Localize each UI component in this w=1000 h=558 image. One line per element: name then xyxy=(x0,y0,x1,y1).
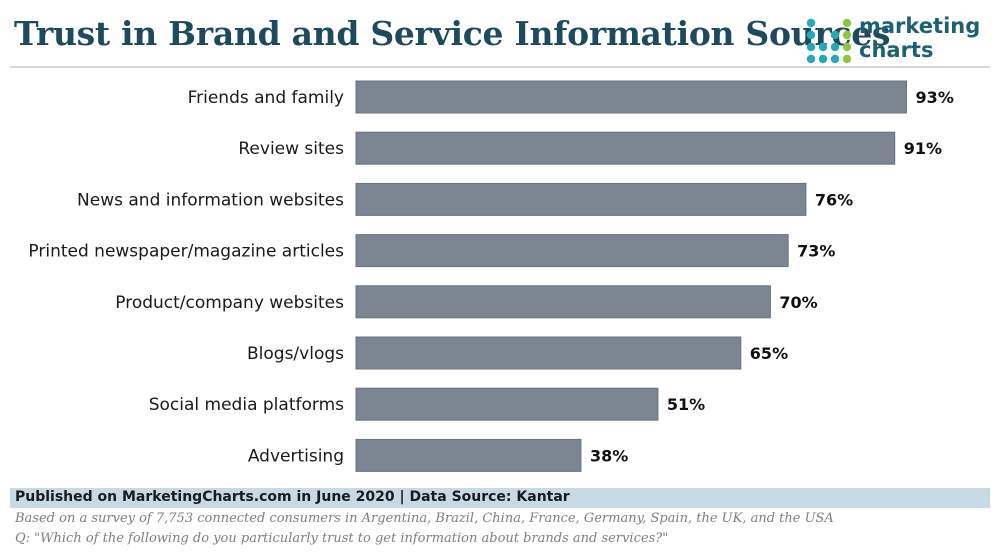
bar xyxy=(355,438,582,472)
value-label: 70% xyxy=(779,293,817,312)
category-label: Review sites xyxy=(238,139,344,159)
value-label: 91% xyxy=(904,139,942,158)
category-label: Social media platforms xyxy=(149,395,344,415)
footer-survey-question: Q: "Which of the following do you partic… xyxy=(15,531,669,546)
value-label: 76% xyxy=(815,190,853,209)
bar xyxy=(355,131,896,165)
value-label: 73% xyxy=(797,242,835,261)
logo-dot xyxy=(806,54,816,64)
chart-title: Trust in Brand and Service Information S… xyxy=(14,14,891,53)
category-label: Product/company websites xyxy=(115,293,344,313)
logo-dot xyxy=(842,30,852,40)
logo-dot xyxy=(842,18,852,28)
logo-dot xyxy=(806,30,816,40)
logo-text-line1: marketing xyxy=(859,14,981,38)
marketingcharts-logo: marketing charts xyxy=(805,14,995,67)
bar xyxy=(355,234,789,268)
logo-dot xyxy=(806,18,816,28)
logo-text-line2: charts xyxy=(859,38,934,62)
logo-dot xyxy=(830,42,840,52)
bar xyxy=(355,182,807,216)
value-label: 51% xyxy=(667,395,705,414)
title-divider xyxy=(10,66,990,68)
category-label: Friends and family xyxy=(188,88,344,108)
bar xyxy=(355,285,771,319)
logo-dot xyxy=(830,30,840,40)
bar-chart: Friends and family 93% Review sites 91% News… xyxy=(28,80,954,472)
value-label: 38% xyxy=(590,446,628,465)
bar xyxy=(355,387,659,421)
logo-dot xyxy=(842,42,852,52)
footer-published-text: Published on MarketingCharts.com in June… xyxy=(15,489,570,505)
category-label: Blogs/vlogs xyxy=(247,344,344,364)
value-label: 65% xyxy=(750,344,788,363)
footer-survey-note: Based on a survey of 7,753 connected con… xyxy=(15,511,834,526)
value-label: 93% xyxy=(916,88,954,107)
category-label: Advertising xyxy=(248,446,344,466)
category-label: News and information websites xyxy=(77,190,344,210)
logo-dot xyxy=(818,54,828,64)
footer-source-bar: Published on MarketingCharts.com in June… xyxy=(10,488,990,508)
bar xyxy=(355,336,742,370)
logo-dot xyxy=(842,54,852,64)
logo-dot xyxy=(818,42,828,52)
logo-dot xyxy=(830,54,840,64)
category-label: Printed newspaper/magazine articles xyxy=(28,242,344,262)
logo-dot xyxy=(806,42,816,52)
logo-dots-icon xyxy=(806,18,852,64)
bar xyxy=(355,80,908,114)
